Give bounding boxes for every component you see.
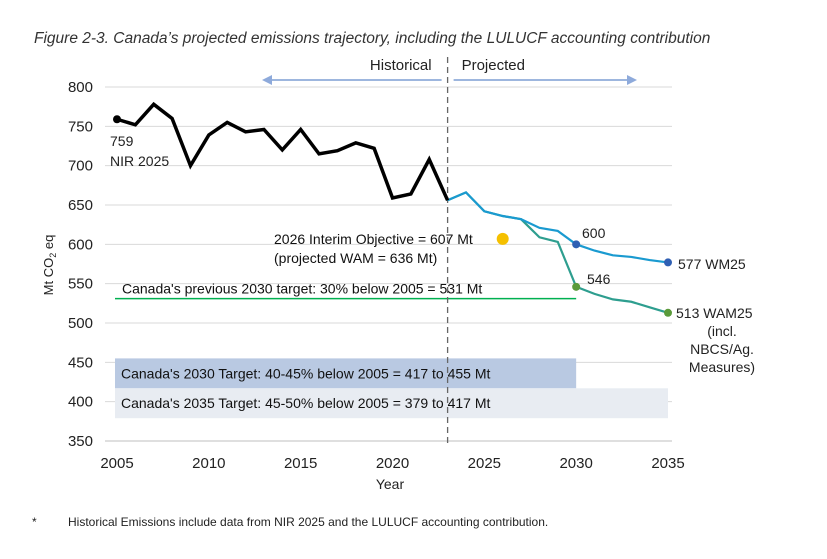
arrow-right-icon — [627, 75, 637, 85]
x-tick-label: 2020 — [376, 455, 409, 472]
target-2035-band — [115, 388, 668, 419]
x-tick-label: 2015 — [284, 455, 317, 472]
x-tick-label: 2010 — [192, 455, 225, 472]
y-tick-label: 650 — [68, 197, 93, 214]
target-2030-label: Canada's 2030 Target: 40-45% below 2005 … — [121, 365, 491, 381]
y-tick-label: 450 — [68, 354, 93, 371]
marker-wm-2035 — [664, 258, 672, 267]
y-tick-label: 500 — [68, 315, 93, 332]
marker-wam-2030 — [572, 282, 581, 291]
footnote-marker: * — [32, 515, 37, 529]
wam-2030-label: 546 — [587, 271, 611, 287]
x-tick-label: 2005 — [100, 455, 133, 472]
interim-objective-sublabel: (projected WAM = 636 Mt) — [274, 250, 437, 266]
interim-objective-marker — [496, 232, 509, 245]
historical-label: Historical — [370, 57, 432, 74]
x-tick-label: 2030 — [559, 455, 592, 472]
wam-end-label: NBCS/Ag. — [690, 341, 754, 357]
target-2030-band — [115, 358, 577, 389]
x-tick-label: 2035 — [651, 455, 684, 472]
emissions-chart: 350 400 450 500 550 600 650 700 750 800 2005 2010 20… — [41, 57, 755, 492]
marker-wm-2030 — [572, 240, 581, 249]
y-tick-label: 600 — [68, 236, 93, 253]
wam-end-label: 513 WAM25 — [676, 305, 753, 321]
series-line-historical — [116, 101, 450, 201]
y-tick-label: 550 — [68, 276, 93, 293]
y-tick-label: 350 — [68, 433, 93, 450]
series-line-wm25 — [447, 191, 669, 264]
target-2035-label: Canada's 2035 Target: 45-50% below 2005 … — [121, 395, 491, 411]
projected-label: Projected — [462, 57, 525, 74]
chart-title: Figure 2-3. Canada’s projected emissions… — [34, 30, 711, 47]
previous-target-label: Canada's previous 2030 target: 30% below… — [122, 281, 482, 297]
start-value-label: 759 — [110, 133, 134, 149]
wm-2030-label: 600 — [582, 225, 606, 241]
y-tick-label: 750 — [68, 118, 93, 135]
marker-wam-2035 — [664, 308, 672, 317]
footnote: Historical Emissions include data from N… — [68, 515, 549, 529]
interim-objective-label: 2026 Interim Objective = 607 Mt — [274, 231, 473, 247]
wm-end-label: 577 WM25 — [678, 256, 746, 272]
marker-2005 — [113, 115, 121, 124]
y-tick-label: 800 — [68, 79, 93, 96]
wam-end-label: Measures) — [689, 359, 755, 375]
y-tick-label: 400 — [68, 394, 93, 411]
arrow-left-icon — [262, 75, 272, 85]
start-source-label: NIR 2025 — [110, 153, 169, 169]
y-tick-label: 700 — [68, 158, 93, 175]
x-axis-label: Year — [376, 476, 405, 492]
wam-end-label: (incl. — [707, 323, 737, 339]
y-axis-label: Mt CO2 eq — [41, 235, 58, 296]
x-tick-label: 2025 — [468, 455, 501, 472]
